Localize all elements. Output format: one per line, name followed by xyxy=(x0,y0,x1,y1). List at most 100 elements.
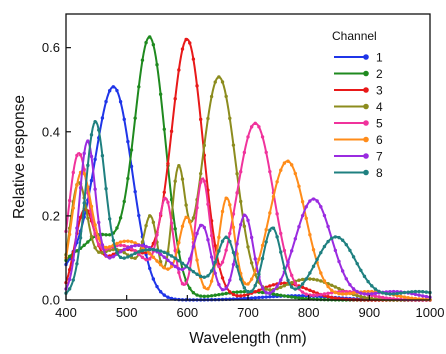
data-point xyxy=(206,294,210,298)
data-point xyxy=(249,125,254,129)
data-point xyxy=(253,283,257,288)
series-curves xyxy=(64,35,432,302)
data-point xyxy=(195,258,199,262)
series-line xyxy=(65,160,431,301)
data-point xyxy=(115,226,119,230)
data-point xyxy=(344,277,348,281)
legend-label: 8 xyxy=(376,166,383,180)
data-point xyxy=(304,216,308,221)
data-point xyxy=(144,223,148,228)
data-point xyxy=(300,290,305,294)
data-point xyxy=(366,292,370,296)
data-point xyxy=(326,239,330,244)
data-point xyxy=(129,244,134,249)
data-point xyxy=(155,233,159,237)
data-point xyxy=(188,41,192,45)
data-point xyxy=(279,231,283,236)
data-point xyxy=(118,243,123,248)
data-point xyxy=(151,247,156,252)
data-point xyxy=(100,116,105,120)
data-point xyxy=(297,285,301,290)
data-point xyxy=(158,92,163,96)
x-tick-label: 1000 xyxy=(416,305,445,320)
data-point xyxy=(144,244,148,249)
data-point xyxy=(140,255,145,260)
data-point xyxy=(351,287,356,291)
data-point xyxy=(289,249,294,253)
data-point xyxy=(148,214,152,218)
data-point xyxy=(162,266,166,270)
data-point xyxy=(111,254,116,259)
data-point xyxy=(384,296,389,300)
data-point xyxy=(202,143,207,148)
data-point xyxy=(93,232,97,236)
data-point xyxy=(402,290,407,295)
data-point xyxy=(220,292,225,296)
data-point xyxy=(275,235,279,239)
data-point xyxy=(289,273,294,278)
data-point xyxy=(198,274,203,279)
data-point xyxy=(209,269,214,273)
data-point xyxy=(373,294,378,298)
x-tick-label: 900 xyxy=(358,305,380,320)
data-point xyxy=(122,244,126,248)
legend-label: 7 xyxy=(376,150,383,164)
data-point xyxy=(268,169,272,174)
data-point xyxy=(173,227,177,231)
data-point xyxy=(82,171,86,176)
data-point xyxy=(319,271,323,275)
data-point xyxy=(242,286,247,290)
data-point xyxy=(362,292,367,296)
data-point xyxy=(86,240,90,244)
data-point xyxy=(380,295,385,300)
data-point xyxy=(137,213,141,218)
data-point xyxy=(289,295,294,299)
data-point xyxy=(344,242,348,247)
data-point xyxy=(395,291,399,296)
data-point xyxy=(129,164,134,169)
data-point xyxy=(158,263,163,267)
data-point xyxy=(206,116,210,121)
data-point xyxy=(239,290,243,294)
data-point xyxy=(180,224,185,228)
data-point xyxy=(158,252,163,257)
data-point xyxy=(126,246,130,250)
data-point xyxy=(75,183,79,187)
data-point xyxy=(169,296,174,301)
data-point xyxy=(289,285,294,289)
data-point xyxy=(340,269,345,273)
data-point xyxy=(180,177,185,181)
data-point xyxy=(235,264,239,269)
data-point xyxy=(275,212,279,216)
data-point xyxy=(282,294,287,298)
data-point xyxy=(377,295,381,299)
data-point xyxy=(300,213,305,218)
data-point xyxy=(246,292,250,297)
data-point xyxy=(279,250,283,254)
data-point xyxy=(355,293,359,298)
data-point xyxy=(264,150,268,155)
data-point xyxy=(366,279,370,284)
data-point xyxy=(129,247,134,251)
data-point xyxy=(166,200,170,204)
data-point xyxy=(206,202,210,206)
data-point xyxy=(235,294,239,298)
data-point xyxy=(271,194,276,199)
data-point xyxy=(421,290,425,294)
data-point xyxy=(107,256,112,260)
data-point xyxy=(100,250,105,255)
data-point xyxy=(391,292,396,296)
data-point xyxy=(282,161,287,165)
data-point xyxy=(86,185,90,189)
data-point xyxy=(282,248,287,253)
x-tick-label: 500 xyxy=(116,305,138,320)
legend-marker xyxy=(363,120,369,126)
data-point xyxy=(97,220,101,225)
data-point xyxy=(424,290,429,294)
data-point xyxy=(177,240,181,245)
data-point xyxy=(191,245,196,249)
data-point xyxy=(75,153,79,158)
data-point xyxy=(173,179,177,183)
data-point xyxy=(264,240,268,244)
